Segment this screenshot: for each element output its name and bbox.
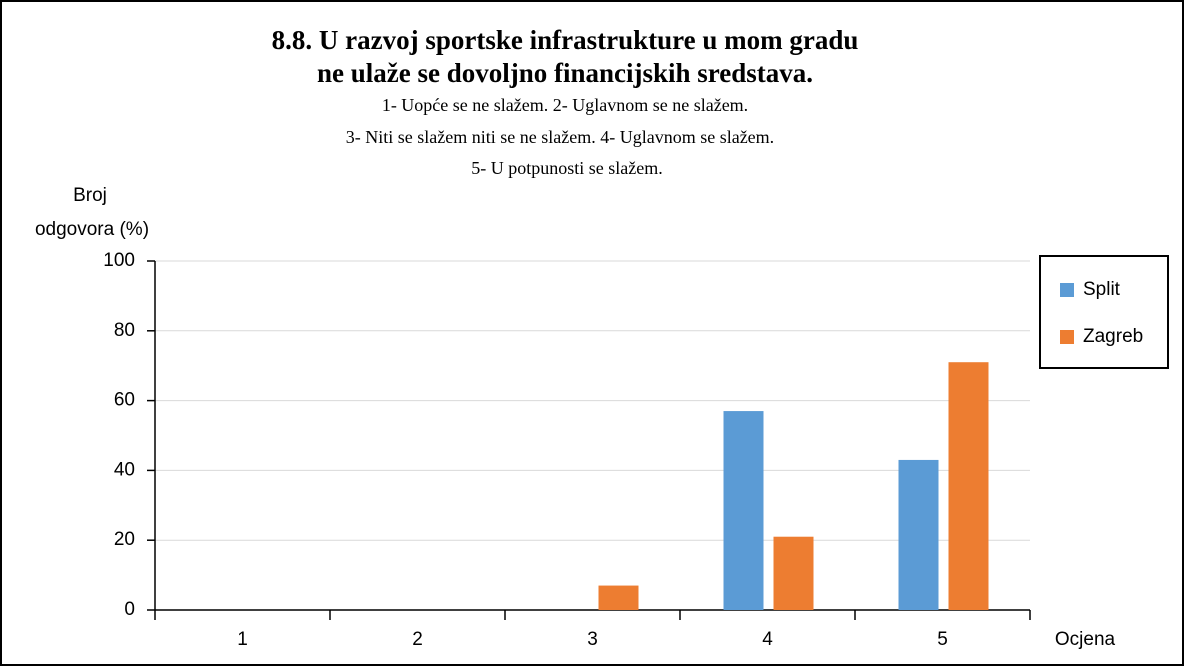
chart-subtitle: 3- Niti se slažem niti se ne slažem. 4- … [346, 127, 774, 147]
chart-title: 8.8. U razvoj sportske infrastrukture u … [272, 25, 859, 55]
y-tick-label: 80 [114, 320, 135, 341]
y-tick-label: 100 [103, 250, 135, 271]
chart-subtitle: 5- U potpunosti se slažem. [471, 158, 662, 178]
bar [773, 536, 814, 610]
x-tick-label: 4 [762, 629, 773, 650]
bar [598, 585, 639, 610]
legend-swatch [1060, 283, 1074, 297]
chart-subtitle: 1- Uopće se ne slažem. 2- Uglavnom se ne… [382, 95, 748, 115]
chart-title: ne ulaže se dovoljno financijskih sredst… [317, 58, 813, 88]
bar [898, 459, 939, 610]
legend-swatch [1060, 330, 1074, 344]
y-tick-label: 20 [114, 529, 135, 550]
y-tick-label: 60 [114, 390, 135, 411]
bar [723, 411, 764, 610]
legend [1039, 255, 1169, 369]
x-axis-label: Ocjena [1055, 629, 1116, 650]
y-tick-label: 40 [114, 459, 135, 480]
legend-label: Zagreb [1083, 326, 1143, 347]
y-tick-label: 0 [124, 599, 135, 620]
x-tick-label: 3 [587, 629, 598, 650]
y-axis-label: Broj [73, 185, 107, 206]
x-tick-label: 2 [412, 629, 423, 650]
bar [948, 362, 989, 610]
legend-label: Split [1083, 279, 1121, 300]
x-tick-label: 5 [937, 629, 948, 650]
x-tick-label: 1 [237, 629, 248, 650]
y-axis-label: odgovora (%) [35, 219, 149, 240]
